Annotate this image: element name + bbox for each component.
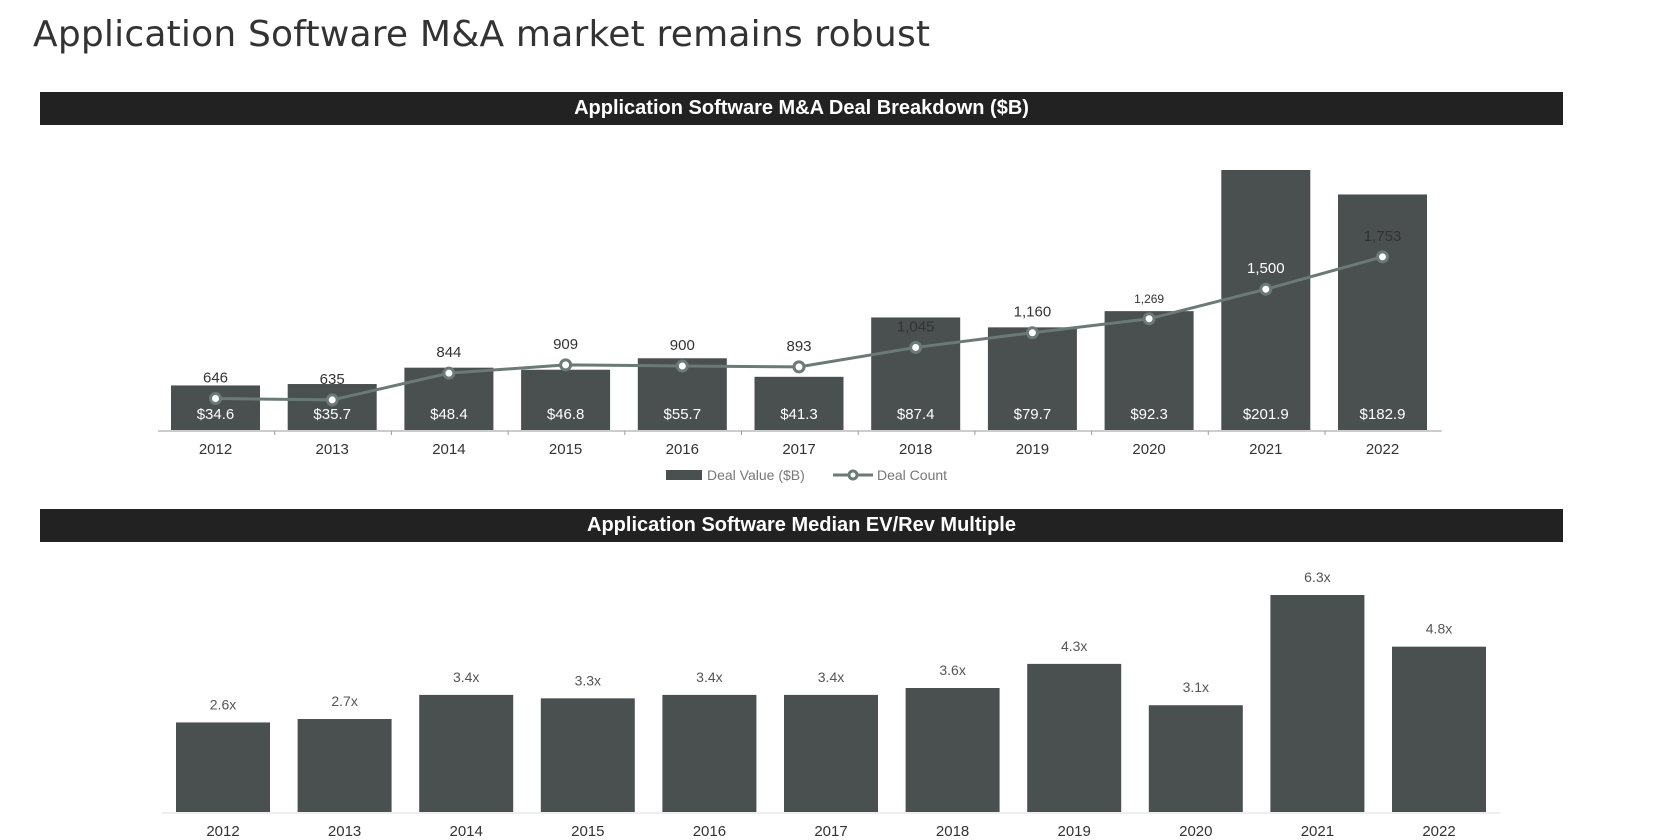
deal-count-marker — [675, 359, 689, 373]
deal-count-label: 900 — [670, 337, 695, 354]
ev-rev-bar — [905, 688, 1000, 812]
deal-value-label: $87.4 — [897, 406, 935, 423]
ev-rev-value-label: 6.3x — [1304, 569, 1330, 585]
x-tick-label: 2013 — [328, 823, 361, 840]
deal-value-bar — [1338, 194, 1427, 430]
deal-value-label: $46.8 — [547, 406, 585, 423]
deal-count-marker — [792, 360, 806, 374]
deal-count-marker — [209, 392, 222, 406]
deal-count-label: 1,269 — [1134, 292, 1164, 306]
deal-value-label: $201.9 — [1243, 406, 1289, 423]
x-tick-label: 2013 — [316, 441, 349, 458]
deal-count-label: 1,045 — [897, 318, 935, 335]
x-tick-label: 2020 — [1132, 441, 1165, 458]
ev-rev-value-label: 3.4x — [453, 669, 479, 685]
deal-breakdown-header: Application Software M&A Deal Breakdown … — [40, 92, 1563, 125]
legend-marker-deal-count — [847, 469, 859, 481]
deal-value-bar — [987, 327, 1077, 430]
ev-rev-value-label: 3.3x — [575, 672, 601, 688]
x-tick-label: 2012 — [199, 441, 232, 458]
ev-rev-value-label: 4.3x — [1061, 638, 1087, 654]
ev-rev-value-label: 2.7x — [331, 693, 357, 709]
x-tick-label: 2015 — [571, 823, 604, 840]
deal-count-marker — [909, 340, 923, 354]
deal-value-bar — [521, 369, 611, 430]
deal-count-marker — [1376, 250, 1389, 264]
x-tick-label: 2018 — [936, 823, 969, 840]
ev-rev-bar — [1270, 595, 1365, 812]
deal-count-label: 909 — [553, 336, 578, 353]
deal-value-label: $41.3 — [780, 406, 818, 423]
ev-rev-value-label: 3.4x — [696, 669, 722, 685]
deal-value-bar — [871, 317, 961, 430]
legend-label-deal-value: Deal Value ($B) — [707, 467, 805, 483]
deal-value-label: $182.9 — [1360, 406, 1406, 423]
deal-count-label: 1,753 — [1364, 228, 1402, 245]
x-tick-label: 2018 — [899, 441, 932, 458]
deal-value-label: $48.4 — [430, 406, 468, 423]
deal-value-bar — [1104, 311, 1194, 430]
x-tick-label: 2017 — [814, 823, 847, 840]
deal-value-label: $79.7 — [1014, 406, 1052, 423]
deal-count-label: 844 — [436, 344, 461, 361]
x-tick-label: 2020 — [1179, 823, 1212, 840]
deal-count-marker — [1025, 326, 1039, 340]
ev-rev-chart: 2.6x 2012 2.7x 2013 3.4x 2014 3.3x 2015 3.4x 2016… — [162, 569, 1500, 840]
x-tick-label: 2022 — [1422, 823, 1455, 840]
deal-count-marker — [559, 358, 573, 372]
deal-count-label: 635 — [320, 371, 345, 388]
deal-count-marker — [1142, 312, 1156, 326]
deal-count-label: 646 — [203, 370, 228, 387]
deal-count-label: 1,500 — [1247, 260, 1285, 277]
ev-rev-value-label: 4.8x — [1426, 621, 1452, 637]
ev-rev-header: Application Software Median EV/Rev Multi… — [40, 509, 1563, 542]
ev-rev-bar — [1392, 646, 1486, 812]
x-tick-label: 2016 — [666, 441, 699, 458]
x-tick-label: 2019 — [1016, 441, 1049, 458]
deal-value-label: $55.7 — [664, 406, 702, 423]
ev-rev-value-label: 3.6x — [939, 662, 965, 678]
ev-rev-bar — [784, 694, 878, 812]
deal-value-label: $34.6 — [197, 406, 235, 423]
x-tick-label: 2021 — [1301, 823, 1334, 840]
x-tick-label: 2016 — [693, 823, 726, 840]
deal-count-label: 1,160 — [1014, 304, 1052, 321]
legend-label-deal-count: Deal Count — [877, 467, 947, 483]
x-tick-label: 2015 — [549, 441, 582, 458]
x-tick-label: 2019 — [1058, 823, 1091, 840]
ev-rev-bar — [662, 694, 757, 812]
page-title: Application Software M&A market remains … — [33, 14, 931, 55]
ev-rev-bar — [419, 694, 514, 812]
ev-rev-bar — [1148, 705, 1243, 812]
ev-rev-value-label: 3.4x — [818, 669, 844, 685]
x-tick-label: 2022 — [1366, 441, 1399, 458]
deal-count-marker — [1259, 282, 1273, 296]
deal-breakdown-chart: $34.6 2012 $35.7 2013 $48.4 2014 $46.8 2015 $55.… — [158, 170, 1442, 483]
x-tick-label: 2021 — [1249, 441, 1282, 458]
deal-value-label: $92.3 — [1130, 406, 1168, 423]
ev-rev-value-label: 2.6x — [210, 696, 236, 712]
deal-value-label: $35.7 — [313, 406, 351, 423]
x-tick-label: 2017 — [782, 441, 815, 458]
deal-value-bar — [1221, 170, 1311, 430]
x-tick-label: 2014 — [450, 823, 483, 840]
deal-count-marker — [325, 393, 339, 407]
deal-value-bar — [754, 376, 844, 430]
x-tick-label: 2014 — [432, 441, 465, 458]
ev-rev-bar — [540, 698, 635, 812]
x-tick-label: 2012 — [206, 823, 239, 840]
ev-rev-bar — [297, 719, 392, 812]
ev-rev-bar — [176, 722, 270, 812]
legend-swatch-deal-value — [666, 470, 702, 480]
ev-rev-bar — [1027, 663, 1122, 812]
deal-count-marker — [442, 366, 456, 380]
deal-count-label: 893 — [786, 338, 811, 355]
ev-rev-value-label: 3.1x — [1183, 679, 1209, 695]
